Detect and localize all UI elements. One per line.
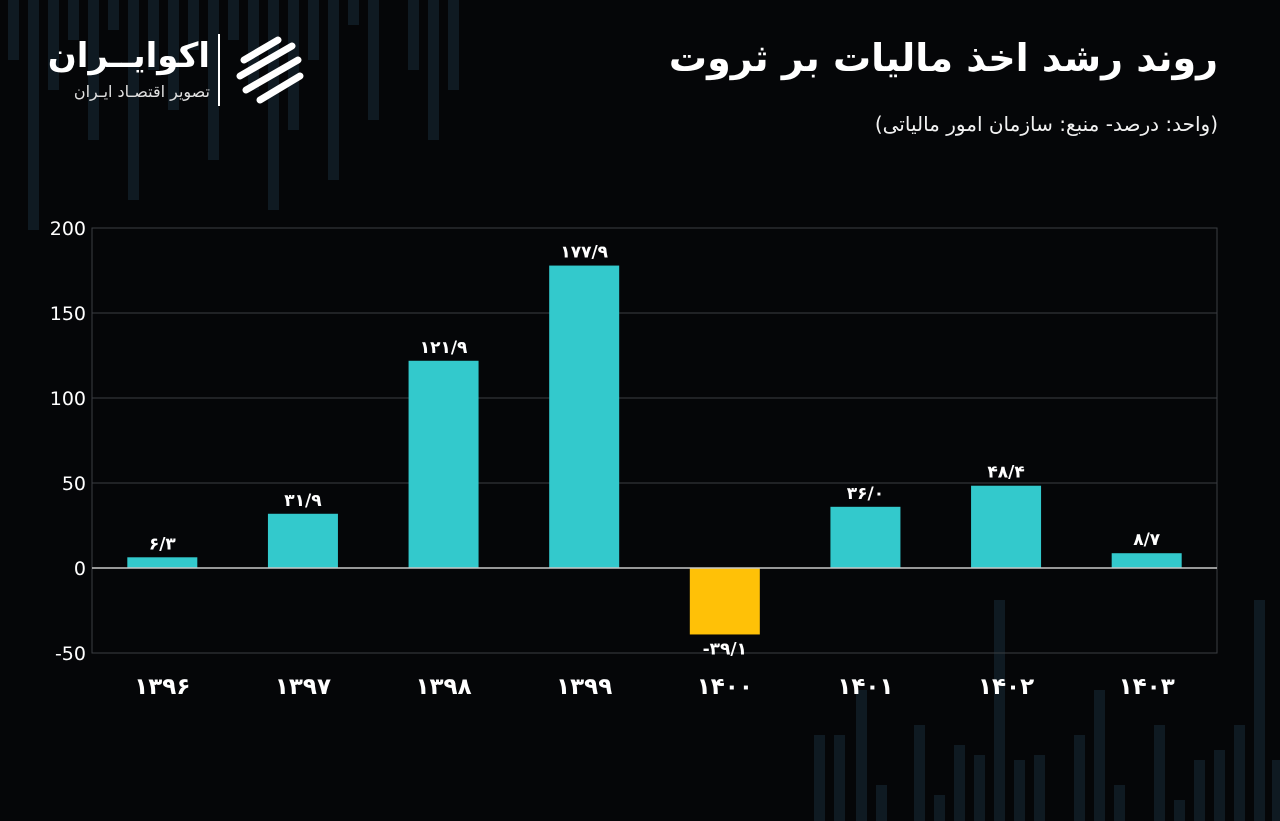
background-decoration-bar (168, 0, 179, 110)
x-tick-label: ۱۳۹۶ (134, 674, 190, 700)
x-tick-label: ۱۴۰۰ (697, 674, 753, 700)
data-label: ۸/۷ (1133, 530, 1161, 550)
data-label: ۱۲۱/۹ (420, 338, 468, 358)
bar (127, 557, 198, 568)
background-decoration-bar (68, 0, 79, 40)
background-decoration-bar (128, 0, 139, 200)
data-label: ۱۷۷/۹ (560, 243, 608, 263)
data-label: ۳۱/۹ (284, 491, 322, 511)
plot-frame (91, 227, 1218, 654)
background-decoration-bar (348, 0, 359, 25)
x-tick-label: ۱۴۰۳ (1119, 674, 1175, 700)
background-decoration-bar (48, 0, 59, 90)
background-decoration-bar (1154, 725, 1165, 821)
logo-name: اکوایــران (47, 36, 210, 76)
bar (549, 265, 620, 568)
x-tick-label: ۱۳۹۷ (275, 674, 331, 700)
background-decoration-bar (28, 0, 39, 230)
background-decoration-bar (1254, 600, 1265, 821)
background-decoration-bar (208, 0, 219, 160)
background-decoration-bar (108, 0, 119, 30)
background-decoration-bar (328, 0, 339, 180)
data-label: ۴۸/۴ (987, 463, 1024, 483)
logo-divider (218, 34, 220, 106)
data-label: ۶/۳ (149, 534, 177, 554)
background-decoration-bar (1214, 750, 1225, 821)
y-tick-label: 200 (50, 218, 86, 240)
background-decoration-bar (994, 600, 1005, 821)
background-decoration-bar (268, 0, 279, 210)
background-decoration-bar (308, 0, 319, 60)
background-decoration-bar (88, 0, 99, 140)
x-tick-label: ۱۴۰۱ (837, 674, 893, 700)
logo-tagline: تصویر اقتصـاد ایـران (73, 82, 210, 101)
background-decoration-bar (188, 0, 199, 50)
background-decoration-bar (856, 690, 867, 821)
background-decoration-bar (8, 0, 19, 60)
background-decoration-bar (954, 745, 965, 821)
background-decoration-bar (974, 755, 985, 821)
background-decoration-bar (408, 0, 419, 70)
y-tick-label: -50 (55, 643, 86, 665)
chart-subtitle: (واحد: درصد- منبع: سازمان امور مالیاتی) (874, 112, 1218, 136)
background-decoration-bar (428, 0, 439, 140)
background-decoration-bar (1014, 760, 1025, 821)
bar (1111, 553, 1182, 568)
bar (408, 360, 479, 568)
brand-logo: اکوایــران تصویر اقتصـاد ایـران (47, 30, 320, 110)
background-decoration-bar (1174, 800, 1185, 821)
background-decoration-bar (228, 0, 239, 40)
background-decoration-bar (876, 785, 887, 821)
x-tick-label: ۱۳۹۸ (415, 674, 471, 700)
logo-mark-icon (236, 36, 304, 104)
background-decoration-bar (1234, 725, 1245, 821)
y-tick-label: 150 (50, 303, 86, 325)
background-decoration-bar (914, 725, 925, 821)
background-decoration-bar (834, 735, 845, 821)
background-decoration-bar (448, 0, 459, 90)
data-label: -۳۹/۱ (703, 639, 747, 659)
background-decoration-bar (1272, 760, 1280, 821)
y-tick-label: 50 (62, 473, 86, 495)
chart-title: روند رشد اخذ مالیات بر ثروت (668, 36, 1218, 80)
background-decoration-bar (1034, 755, 1045, 821)
data-label: ۳۶/۰ (847, 484, 884, 504)
background-decoration-bar (1194, 760, 1205, 821)
bar (971, 485, 1042, 568)
bar (267, 513, 338, 568)
y-tick-label: 100 (50, 388, 86, 410)
y-tick-label: 0 (74, 558, 86, 580)
background-decoration-bar (248, 0, 259, 90)
background-decoration-bar (1074, 735, 1085, 821)
bar (689, 568, 760, 635)
background-decoration-bar (368, 0, 379, 120)
x-tick-label: ۱۳۹۹ (556, 674, 612, 700)
background-decoration-bar (1094, 690, 1105, 821)
background-decoration-bar (148, 0, 159, 70)
background-decoration-bar (1114, 785, 1125, 821)
x-tick-label: ۱۴۰۲ (978, 674, 1034, 700)
background-decoration-bar (814, 735, 825, 821)
background-decoration-bar (934, 795, 945, 821)
bar (830, 506, 901, 568)
